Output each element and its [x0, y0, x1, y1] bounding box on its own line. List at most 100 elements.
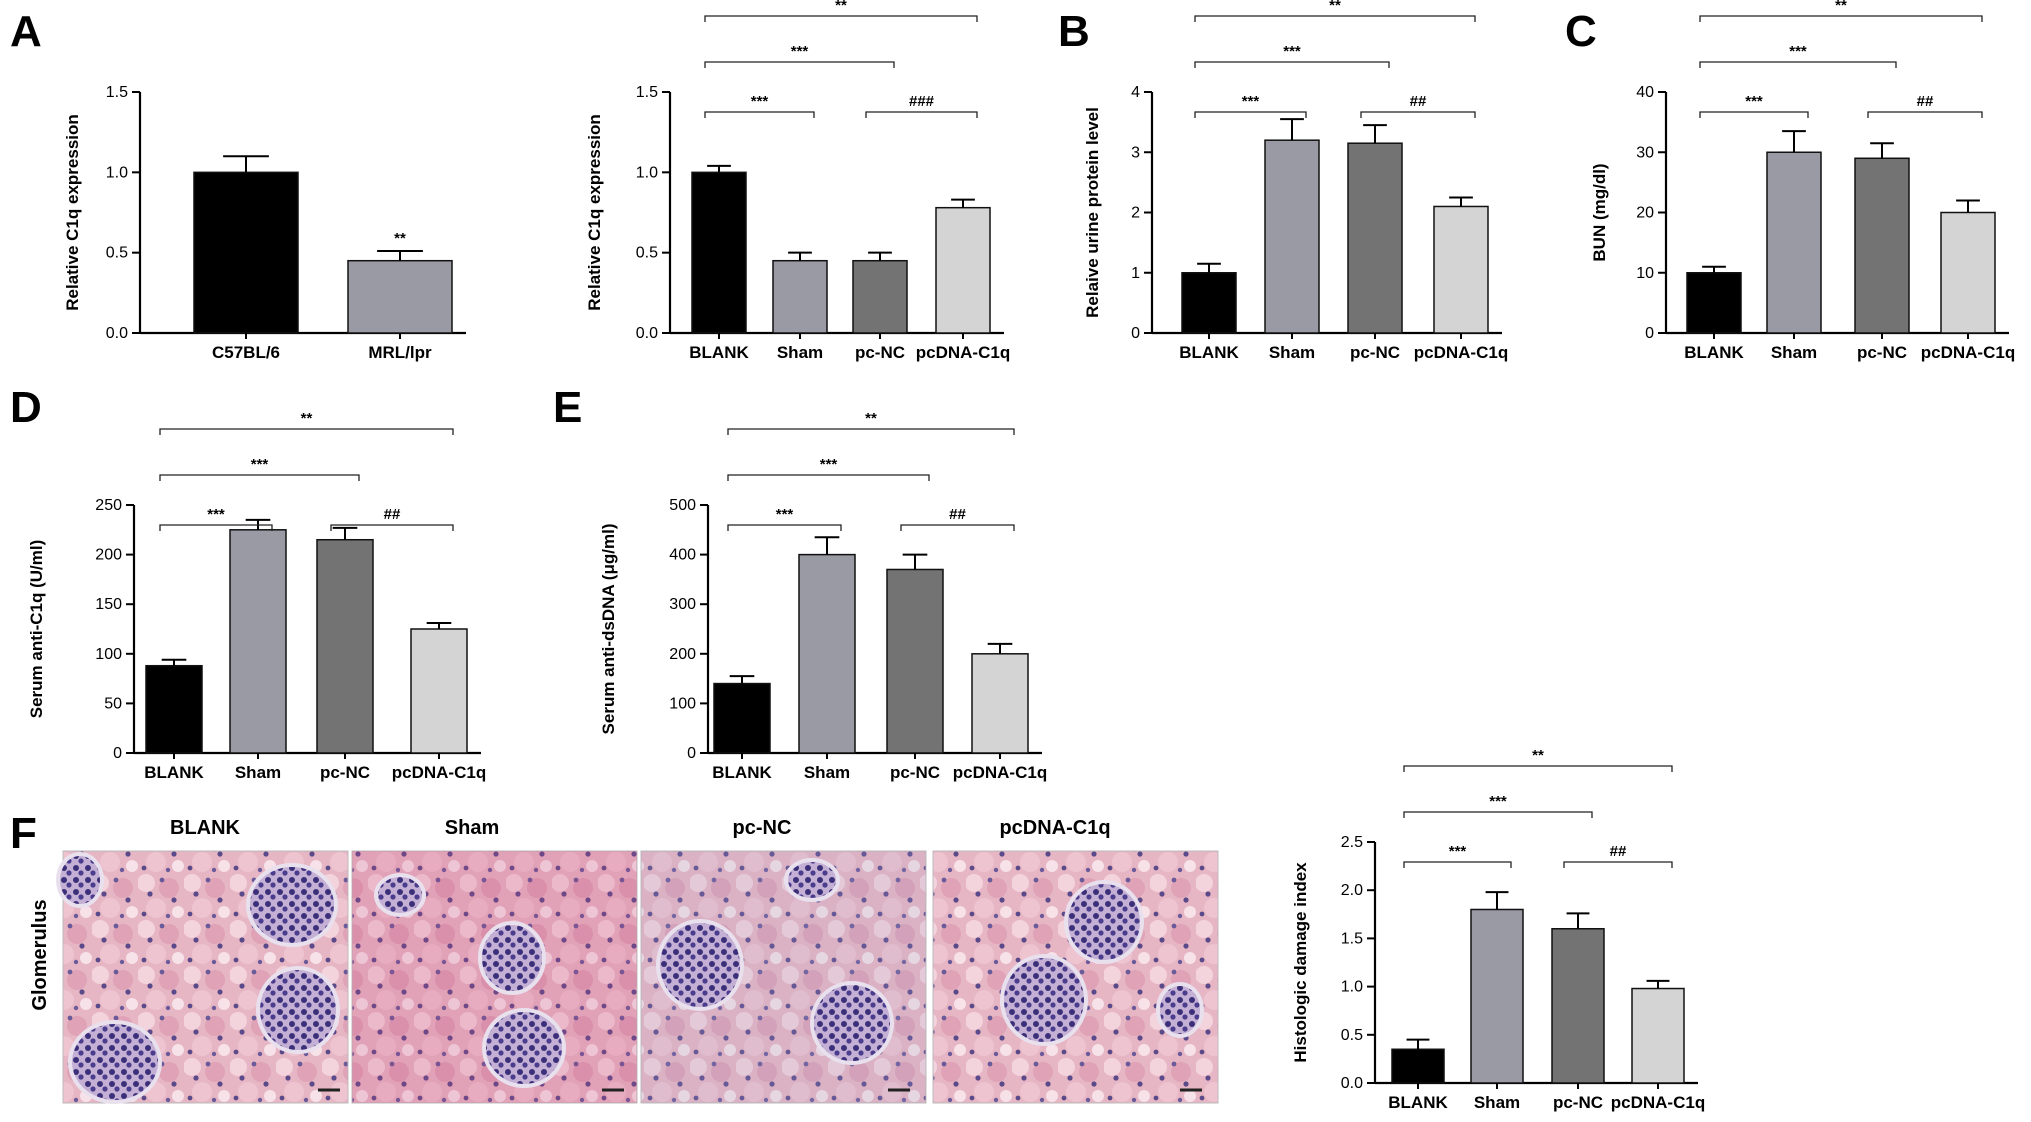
chart-a2-category-label: pcDNA-C1q: [916, 343, 1010, 362]
chart-e-category-label: pc-NC: [890, 763, 940, 782]
chart-f-y-tick-label: 2.5: [1341, 834, 1363, 851]
chart-e-bar: [886, 568, 944, 754]
chart-c: 0 10 20 30 40 BUN (mg/dl) BLANK Sham pc-NC pcDNA-…: [1590, 0, 2015, 362]
chart-c-bar: [1854, 157, 1910, 334]
chart-c-category-label: pc-NC: [1857, 343, 1907, 362]
chart-b-category-label: BLANK: [1179, 343, 1239, 362]
chart-e-category-label: BLANK: [712, 763, 772, 782]
chart-d-y-tick-label: 250: [95, 497, 122, 514]
chart-e-comparison-bracket: [727, 524, 842, 531]
chart-a1-y-tick-label: 1.5: [106, 84, 128, 101]
chart-c-category-label: Sham: [1771, 343, 1817, 362]
chart-a2-category-label: Sham: [777, 343, 823, 362]
chart-c-y-tick-label: 40: [1636, 84, 1654, 101]
chart-f-comparison-label: ***: [1449, 843, 1467, 860]
chart-a2-category-label: BLANK: [689, 343, 749, 362]
chart-f-y-tick-label: 0.5: [1341, 1027, 1363, 1044]
chart-a2-y-axis-label: Relative C1q expression: [585, 114, 604, 311]
chart-d-category-label: Sham: [235, 763, 281, 782]
chart-a2-y-tick-label: 1.5: [636, 84, 658, 101]
chart-c-comparison-label: **: [1835, 0, 1847, 14]
chart-d-comparison-bracket: [159, 428, 454, 435]
chart-f-bar: [1391, 1048, 1445, 1084]
chart-e-bar: [798, 553, 856, 754]
chart-b-comparison-label: ##: [1410, 93, 1427, 110]
chart-b-bar: [1181, 272, 1237, 334]
histology-image-pcnc: [640, 850, 927, 1104]
chart-e-category-label: pcDNA-C1q: [953, 763, 1047, 782]
chart-e-bar: [971, 653, 1029, 754]
chart-e-comparison-bracket: [727, 474, 930, 481]
chart-e-bar: [713, 682, 771, 754]
chart-a2-category-label: pc-NC: [855, 343, 905, 362]
chart-d-comparison-label: ***: [251, 456, 269, 473]
chart-b-y-axis-label: Relaive urine protein level: [1083, 107, 1102, 318]
chart-c-y-axis-label: BUN (mg/dl): [1590, 163, 1609, 261]
chart-f-comparison-label: ##: [1610, 843, 1627, 860]
chart-c-bar: [1766, 151, 1822, 334]
chart-d-comparison-bracket: [330, 524, 454, 531]
chart-e: 0 100 200 300 400 500 Serum anti-dsDNA (μg/ml)…: [599, 410, 1047, 782]
chart-b-comparison-label: ***: [1283, 43, 1301, 60]
panel-letter-b: B: [1058, 7, 1090, 56]
chart-c-category-label: BLANK: [1684, 343, 1744, 362]
chart-a1-category-label: MRL/lpr: [368, 343, 432, 362]
chart-b-bar: [1264, 139, 1320, 334]
histology-title-pcdna: pcDNA-C1q: [999, 817, 1110, 839]
chart-c-comparison-bracket: [1699, 15, 1983, 22]
chart-f-y-tick-label: 1.0: [1341, 979, 1363, 996]
chart-c-comparison-label: ##: [1917, 93, 1934, 110]
chart-d-comparison-bracket: [159, 474, 360, 481]
chart-f-comparison-bracket: [1403, 765, 1673, 772]
chart-c-y-tick-label: 10: [1636, 265, 1654, 282]
chart-f-comparison-label: **: [1532, 747, 1544, 764]
chart-a2-bar: [691, 171, 747, 334]
chart-d-y-tick-label: 0: [113, 745, 122, 762]
chart-b-category-label: Sham: [1269, 343, 1315, 362]
chart-b-category-label: pc-NC: [1350, 343, 1400, 362]
chart-e-y-tick-label: 400: [669, 547, 696, 564]
panel-letter-e: E: [553, 383, 582, 432]
chart-f-y-axis-label: Histologic damage index: [1291, 862, 1310, 1063]
chart-d-category-label: pcDNA-C1q: [392, 763, 486, 782]
chart-a-left: 0.0 0.5 1.0 1.5 Relative C1q expression C57BL…: [63, 84, 466, 362]
chart-b-comparison-bracket: [1194, 111, 1307, 118]
histology-image-sham: [351, 850, 638, 1104]
chart-a2-bar: [852, 259, 908, 334]
chart-b-comparison-bracket: [1194, 61, 1390, 68]
histology-image-blank: [56, 850, 349, 1104]
chart-b: 0 1 2 3 4 Relaive urine protein level BLANK Sha…: [1083, 0, 1508, 362]
chart-b-comparison-label: **: [1329, 0, 1341, 14]
chart-d-bar: [316, 538, 374, 754]
chart-d-bar: [229, 529, 287, 754]
chart-e-comparison-label: **: [865, 410, 877, 427]
chart-e-y-tick-label: 500: [669, 497, 696, 514]
chart-b-comparison-bracket: [1194, 15, 1476, 22]
chart-a2-comparison-label: ###: [909, 93, 935, 110]
chart-f-bar: [1470, 908, 1524, 1084]
chart-c-y-tick-label: 0: [1645, 325, 1654, 342]
chart-d-y-tick-label: 150: [95, 596, 122, 613]
histology-title-sham: Sham: [445, 817, 499, 839]
chart-b-y-tick-label: 1: [1131, 265, 1140, 282]
chart-a2-comparison-label: ***: [791, 43, 809, 60]
chart-e-y-tick-label: 100: [669, 695, 696, 712]
chart-b-bar: [1433, 205, 1489, 334]
chart-f-comparison-bracket: [1563, 861, 1673, 868]
panel-letter-d: D: [10, 383, 42, 432]
chart-c-comparison-bracket: [1699, 61, 1897, 68]
chart-c-y-tick-label: 30: [1636, 144, 1654, 161]
chart-a1-y-tick-label: 0.0: [106, 325, 128, 342]
chart-d-comparison-label: ##: [384, 506, 401, 523]
chart-d-category-label: BLANK: [144, 763, 204, 782]
chart-e-y-tick-label: 0: [687, 745, 696, 762]
chart-a2-comparison-bracket: [704, 61, 895, 68]
histology-title-pcnc: pc-NC: [733, 817, 792, 839]
histology-title-blank: BLANK: [170, 817, 241, 839]
chart-d-y-tick-label: 100: [95, 646, 122, 663]
histology-row-label: Glomerulus: [29, 899, 51, 1010]
chart-d-y-tick-label: 200: [95, 547, 122, 564]
chart-c-category-label: pcDNA-C1q: [1921, 343, 2015, 362]
chart-d-y-axis-label: Serum anti-C1q (U/ml): [27, 540, 46, 719]
chart-c-y-tick-label: 20: [1636, 205, 1654, 222]
